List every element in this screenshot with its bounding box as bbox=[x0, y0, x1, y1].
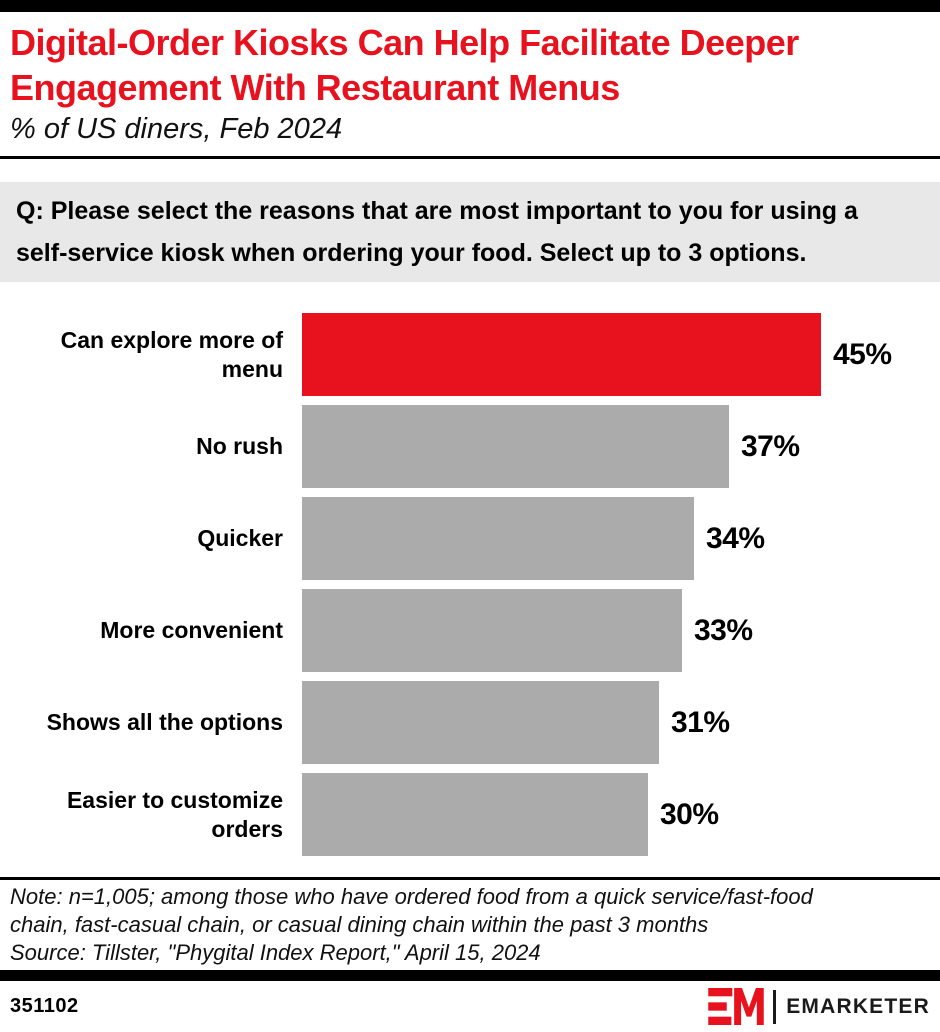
category-label-line: orders bbox=[211, 815, 283, 842]
bar bbox=[302, 497, 694, 580]
footer-divider bbox=[0, 877, 940, 880]
em-monogram-icon bbox=[708, 988, 764, 1025]
value-label: 45% bbox=[833, 337, 892, 371]
logo-divider-icon bbox=[773, 989, 777, 1024]
bar bbox=[302, 313, 821, 396]
chart-row: Easier to customize orders 30% bbox=[0, 773, 940, 856]
category-label-line: Shows all the options bbox=[46, 709, 283, 735]
title-line: Digital-Order Kiosks Can Help Facilitate… bbox=[10, 22, 799, 63]
bar-area: 31% bbox=[302, 681, 940, 764]
category-label: No rush bbox=[0, 405, 302, 488]
category-label-line: Quicker bbox=[197, 525, 283, 551]
chart-row: Shows all the options 31% bbox=[0, 681, 940, 764]
category-label: Quicker bbox=[0, 497, 302, 580]
bar bbox=[302, 405, 729, 488]
chart-row: No rush 37% bbox=[0, 405, 940, 488]
bar-chart: Can explore more of menu 45% No rush 37% Quic… bbox=[0, 282, 940, 877]
bottom-black-bar bbox=[0, 970, 940, 981]
top-black-bar bbox=[0, 0, 940, 12]
category-label: Shows all the options bbox=[0, 681, 302, 764]
category-label: Can explore more of menu bbox=[0, 313, 302, 396]
note-line: Note: n=1,005; among those who have orde… bbox=[10, 884, 813, 909]
value-label: 37% bbox=[741, 429, 800, 463]
emarketer-logo: EMARKETER bbox=[708, 988, 930, 1025]
bar bbox=[302, 681, 659, 764]
chart-row: Quicker 34% bbox=[0, 497, 940, 580]
bar bbox=[302, 589, 682, 672]
value-label: 30% bbox=[660, 797, 719, 831]
bar bbox=[302, 773, 648, 856]
question-line: self-service kiosk when ordering your fo… bbox=[16, 239, 807, 267]
title-line: Engagement With Restaurant Menus bbox=[10, 67, 620, 108]
page-title: Digital-Order Kiosks Can Help Facilitate… bbox=[10, 20, 930, 110]
header-divider bbox=[0, 156, 940, 159]
bar-area: 33% bbox=[302, 589, 940, 672]
chart-id: 351102 bbox=[10, 995, 79, 1017]
footer: 351102 EMARKETER bbox=[0, 981, 940, 1032]
bar-area: 45% bbox=[302, 313, 940, 396]
chart-row: Can explore more of menu 45% bbox=[0, 313, 940, 396]
chart-row: More convenient 33% bbox=[0, 589, 940, 672]
question-line: Q: Please select the reasons that are mo… bbox=[16, 197, 858, 225]
category-label: Easier to customize orders bbox=[0, 773, 302, 856]
category-label-line: No rush bbox=[196, 433, 283, 459]
bar-area: 34% bbox=[302, 497, 940, 580]
page-subtitle: % of US diners, Feb 2024 bbox=[10, 113, 343, 145]
category-label-line: menu bbox=[221, 355, 283, 382]
note-source: Note: n=1,005; among those who have orde… bbox=[0, 880, 940, 970]
value-label: 31% bbox=[671, 705, 730, 739]
source-line: Source: Tillster, "Phygital Index Report… bbox=[10, 940, 541, 965]
category-label-line: Can explore more of bbox=[60, 326, 283, 353]
note-line: chain, fast-casual chain, or casual dini… bbox=[10, 912, 709, 937]
category-label: More convenient bbox=[0, 589, 302, 672]
bar-area: 37% bbox=[302, 405, 940, 488]
header: Digital-Order Kiosks Can Help Facilitate… bbox=[0, 12, 940, 156]
category-label-line: Easier to customize bbox=[66, 786, 283, 813]
brand-name: EMARKETER bbox=[786, 994, 930, 1018]
category-label-line: More convenient bbox=[100, 617, 283, 643]
value-label: 34% bbox=[706, 521, 765, 555]
bar-area: 30% bbox=[302, 773, 940, 856]
value-label: 33% bbox=[694, 613, 753, 647]
survey-question: Q: Please select the reasons that are mo… bbox=[0, 182, 940, 282]
